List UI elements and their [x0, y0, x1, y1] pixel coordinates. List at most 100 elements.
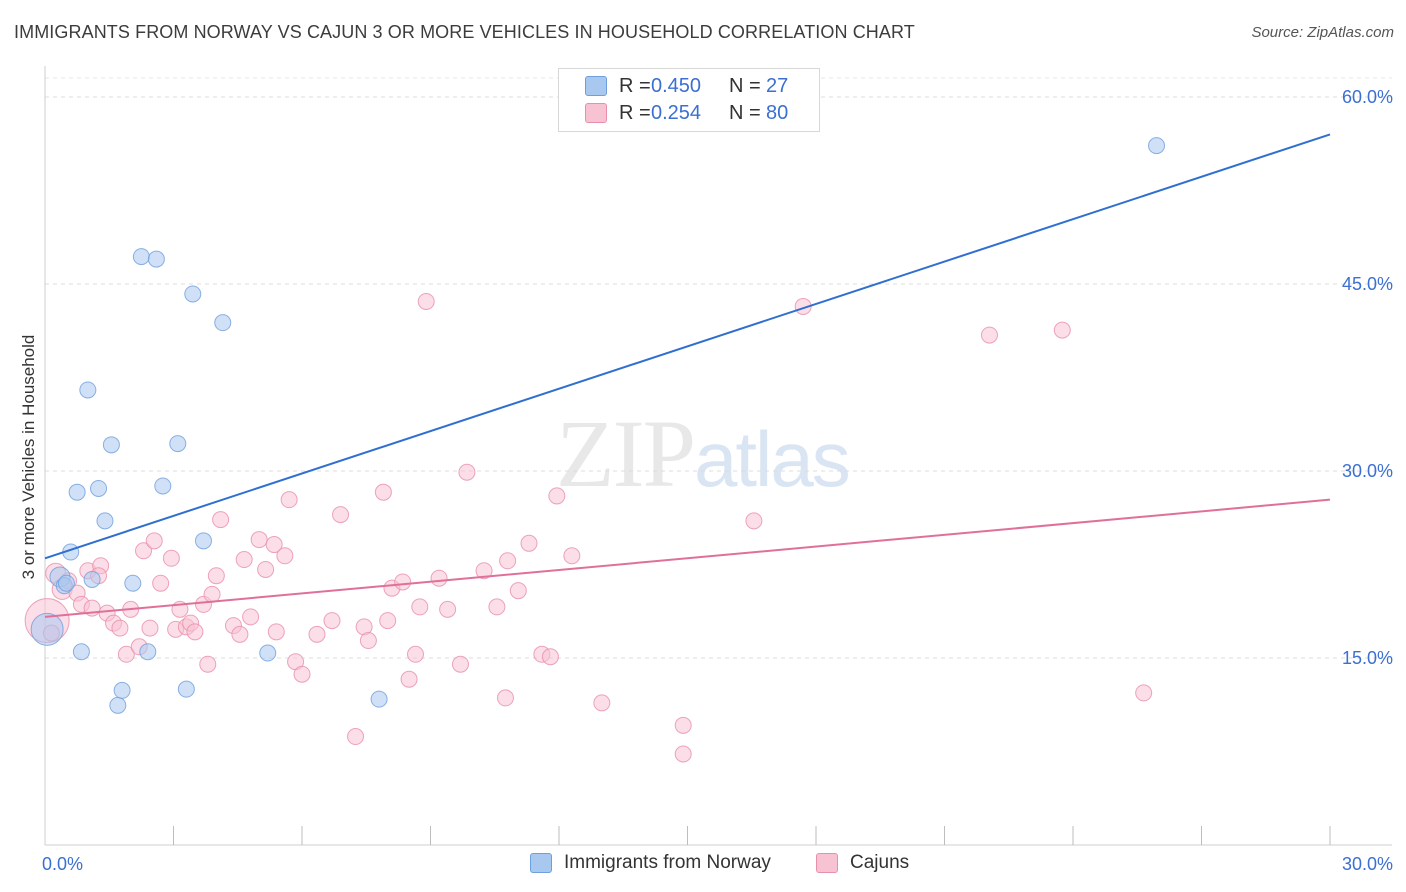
norway-point	[139, 643, 157, 661]
legend-item-norway[interactable]: Immigrants from Norway	[530, 852, 771, 874]
norway-trend-line	[44, 133, 1331, 560]
cajuns-point	[509, 582, 527, 600]
cajuns-point	[265, 536, 283, 554]
cajuns-point	[145, 532, 163, 550]
cajuns-point	[135, 542, 153, 560]
cajuns-point	[400, 670, 418, 688]
norway-point	[1148, 137, 1166, 155]
cajuns-point	[323, 612, 341, 630]
norway-point	[72, 643, 90, 661]
cajuns-point	[593, 694, 611, 712]
stats-row-norway: R = 0.450 N = 27	[585, 73, 788, 99]
r-label: R =	[619, 101, 651, 124]
cajuns-point	[541, 648, 559, 666]
watermark-zip: ZIP	[556, 400, 696, 507]
series-legend: Immigrants from Norway Cajuns	[0, 852, 1406, 878]
n-label: N =	[729, 101, 761, 124]
cajuns-point	[417, 292, 435, 310]
cajuns-point	[267, 623, 285, 641]
cajuns-point	[347, 728, 365, 746]
cajuns-point	[674, 716, 692, 734]
cajuns-point	[496, 689, 514, 707]
cajuns-point	[186, 623, 204, 641]
cajuns-point	[250, 531, 268, 549]
norway-point	[90, 479, 108, 497]
n-label: N =	[729, 74, 761, 97]
cajuns-point	[117, 645, 135, 663]
norway-point	[102, 436, 120, 454]
norway-point	[79, 381, 97, 399]
cajuns-point	[235, 551, 253, 569]
stats-row-cajuns: R = 0.254 N = 80	[585, 100, 788, 126]
norway-point	[30, 612, 64, 646]
cajuns-point	[439, 600, 457, 618]
legend-item-cajuns[interactable]: Cajuns	[816, 852, 909, 874]
legend-label-norway: Immigrants from Norway	[564, 852, 771, 873]
cajuns-point	[520, 534, 538, 552]
cajuns-point	[394, 573, 412, 591]
norway-point	[259, 644, 277, 662]
cajuns-point	[207, 567, 225, 585]
cajuns-point	[276, 547, 294, 565]
x-tick-label: 0.0%	[42, 854, 83, 874]
n-value: 80	[766, 101, 789, 124]
y-tick-label: 45.0%	[1342, 274, 1393, 294]
norway-legend-swatch	[530, 853, 552, 873]
y-tick-label: 15.0%	[1342, 648, 1393, 668]
cajuns-point	[203, 585, 221, 603]
stats-legend: R = 0.450 N = 27 R = 0.254 N = 80	[558, 68, 820, 132]
chart-title: IMMIGRANTS FROM NORWAY VS CAJUN 3 OR MOR…	[14, 22, 915, 42]
cajuns-point	[1053, 321, 1071, 339]
cajuns-point	[280, 491, 298, 509]
cajuns-point	[1135, 684, 1153, 702]
cajuns-point	[162, 549, 180, 567]
x-tick-label: 30.0%	[1342, 854, 1393, 874]
cajuns-legend-swatch	[816, 853, 838, 873]
cajuns-point	[475, 562, 493, 580]
norway-swatch	[585, 76, 607, 96]
norway-point	[57, 574, 75, 592]
cajuns-point	[430, 569, 448, 587]
legend-label-cajuns: Cajuns	[850, 852, 910, 873]
norway-point	[184, 285, 202, 303]
y-tick-label: 30.0%	[1342, 461, 1393, 481]
source-label: Source: ZipAtlas.com	[1251, 24, 1394, 41]
r-value: 0.254	[651, 101, 702, 124]
norway-point	[370, 690, 388, 708]
cajuns-point	[674, 745, 692, 763]
norway-point	[68, 483, 86, 501]
norway-point	[147, 250, 165, 268]
cajuns-point	[231, 625, 249, 643]
cajuns-point	[379, 612, 397, 630]
cajuns-point	[257, 560, 275, 578]
norway-point	[109, 696, 127, 714]
cajuns-trend-line	[44, 498, 1331, 618]
norway-point	[194, 532, 212, 550]
cajuns-point	[548, 487, 566, 505]
cajuns-point	[488, 598, 506, 616]
cajuns-point	[563, 547, 581, 565]
norway-point	[96, 512, 114, 530]
norway-point	[169, 435, 187, 453]
cajuns-point	[212, 511, 230, 529]
cajuns-point	[141, 619, 159, 637]
n-value: 27	[766, 74, 789, 97]
cajuns-swatch	[585, 103, 607, 123]
cajuns-point	[458, 463, 476, 481]
cajuns-point	[199, 655, 217, 673]
norway-point	[154, 477, 172, 495]
y-tick-label: 60.0%	[1342, 87, 1393, 107]
norway-point	[214, 314, 232, 332]
r-label: R =	[619, 74, 651, 97]
cajuns-point	[242, 608, 260, 626]
watermark: ZIPatlas	[556, 398, 851, 509]
cajuns-point	[451, 655, 469, 673]
cajuns-point	[359, 632, 377, 650]
r-value: 0.450	[651, 74, 702, 97]
norway-point	[83, 570, 101, 588]
cajuns-point	[411, 598, 429, 616]
watermark-atlas: atlas	[694, 415, 851, 503]
norway-point	[124, 574, 142, 592]
cajuns-point	[111, 619, 129, 637]
